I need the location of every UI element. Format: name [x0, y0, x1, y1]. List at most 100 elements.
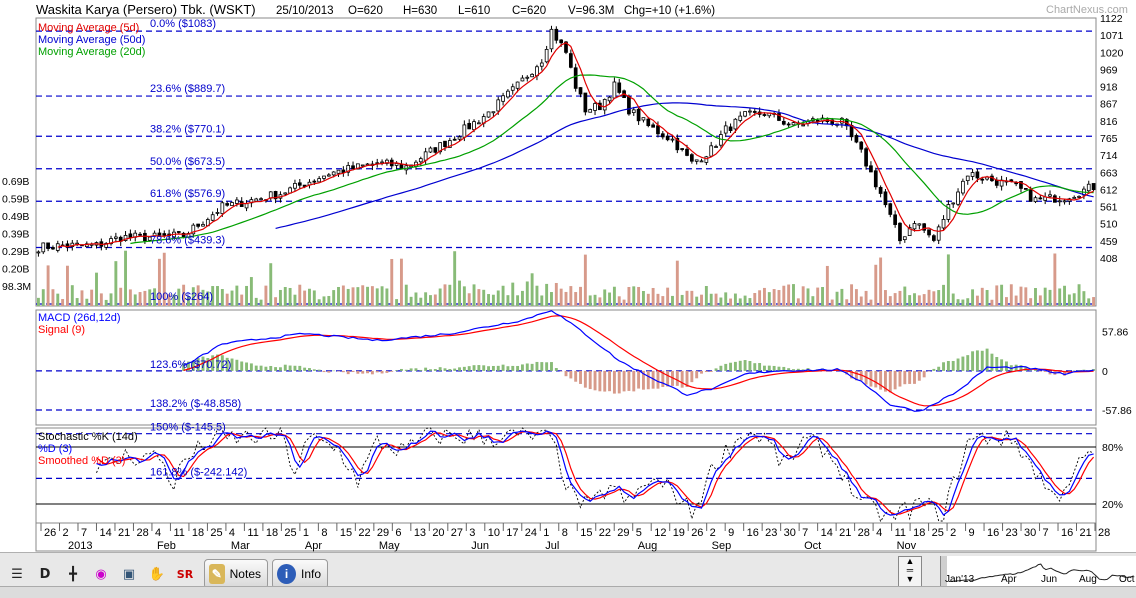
histogram-bar [487, 366, 491, 371]
date-tick-label: 19 [673, 527, 685, 539]
histogram-bar [869, 370, 873, 387]
candle-body [326, 174, 331, 177]
horizontal-scrollbar[interactable] [0, 586, 1136, 598]
volume-bar [709, 293, 713, 306]
date-tick-label: 18 [913, 527, 925, 539]
volume-bar [913, 293, 916, 306]
volume-bar [564, 291, 568, 306]
volume-bar [1087, 298, 1091, 306]
candle-body [965, 175, 970, 182]
window-icon[interactable]: ▣ [122, 566, 136, 582]
date-tick-label: 15 [340, 527, 352, 539]
volume-bar [143, 290, 147, 306]
menu-icon[interactable]: ☰ [11, 566, 23, 582]
month-label: Aug [638, 540, 658, 552]
histogram-bar [472, 365, 476, 371]
period-button[interactable]: D [39, 566, 51, 582]
date-tick-label: 4 [229, 527, 235, 539]
stock-chart[interactable]: 1122107110209699188678167657146636125615… [0, 0, 1136, 552]
volume-bar [796, 298, 800, 306]
volume-bar [622, 299, 626, 306]
axes: 1122107110209699188678167657146636125615… [2, 13, 1132, 552]
volume-bar [472, 284, 476, 306]
volume-bar [448, 284, 452, 306]
volume-bar [1024, 287, 1028, 306]
histogram-bar [380, 370, 384, 374]
labels: 0.0% ($1083) 23.6% ($889.7) 38.2% ($770.1)… [36, 2, 1128, 478]
volume-bar [951, 293, 955, 306]
mini-label: Apr [1001, 574, 1017, 585]
overview-mini-chart[interactable]: Jan'13 Apr Jun Aug Oct [940, 556, 1136, 586]
volume-bar [90, 289, 94, 306]
volume-bar [821, 287, 824, 306]
color-wheel-icon[interactable]: ◉ [95, 566, 107, 582]
candle-body [670, 138, 675, 141]
histogram-bar [641, 370, 645, 390]
volume-bar [109, 293, 113, 306]
histogram-bar [932, 368, 936, 371]
volume-bar [588, 295, 592, 306]
histogram-bar [743, 360, 747, 371]
candle-body [738, 115, 743, 121]
candle-body [491, 111, 496, 114]
histogram-bar [404, 369, 408, 371]
support-resistance-button[interactable]: SR [176, 567, 194, 581]
legend-entry: Moving Average (20d) [38, 46, 145, 58]
date-tick-label: 8 [321, 527, 327, 539]
candle-body [196, 223, 200, 227]
volume-bar [70, 285, 74, 306]
volume-bar [603, 289, 607, 306]
histogram-bar [854, 370, 858, 381]
histogram-bar [467, 366, 471, 371]
volume-bar [46, 265, 50, 306]
histogram-bar [777, 366, 781, 371]
volume-bar [956, 299, 960, 306]
info-button[interactable]: i Info [272, 559, 328, 589]
candle-body [351, 165, 355, 170]
candle-body [922, 223, 927, 231]
volume-tick-label: 0.59B [2, 194, 29, 206]
histogram-bar [859, 370, 863, 381]
volume-bar [598, 297, 602, 306]
volume-bar [559, 288, 563, 306]
histogram-bar [545, 362, 549, 371]
notes-button[interactable]: ✎ Notes [204, 559, 268, 589]
volume-bar [632, 286, 636, 306]
scroll-up-icon[interactable]: ▲ ═ ▼ [898, 556, 922, 588]
volume-bar [225, 293, 229, 306]
candle-body [859, 141, 864, 150]
histogram-bar [850, 370, 854, 379]
candle-body [636, 108, 641, 122]
macd-tick-label: 57.86 [1102, 327, 1128, 339]
volume-bar [133, 294, 137, 306]
header-value: 25/10/2013 [276, 5, 334, 17]
candle-body [331, 171, 336, 176]
volume-bar [903, 286, 907, 306]
candle-body [254, 198, 259, 202]
histogram-bar [385, 370, 389, 373]
histogram-bar [879, 370, 883, 390]
histogram-bar [956, 358, 960, 371]
candle-body [815, 119, 820, 122]
stochastic-legend: Smoothed %D (3) [38, 455, 125, 467]
histogram-bar [738, 360, 742, 371]
chart-type-icon[interactable]: ╋ [69, 566, 77, 582]
candle-body [936, 226, 941, 241]
volume-bar [801, 286, 805, 306]
hand-icon[interactable]: ✋ [148, 566, 166, 582]
volume-bar [36, 297, 40, 306]
volume-bar [762, 287, 766, 306]
date-tick-label: 22 [599, 527, 611, 539]
candle-body [607, 96, 612, 102]
volume-bar [854, 289, 858, 306]
volume-bar [516, 295, 520, 306]
fib-label: 38.2% ($770.1) [150, 123, 225, 135]
macd-tick-label: -57.86 [1102, 405, 1132, 417]
candle-body [41, 242, 46, 253]
volume-bar [245, 285, 248, 306]
volume-bar [869, 299, 873, 306]
volume-bar [971, 289, 975, 306]
histogram-bar [424, 367, 428, 371]
histogram-bar [787, 368, 791, 371]
volume-bar [1082, 291, 1086, 306]
